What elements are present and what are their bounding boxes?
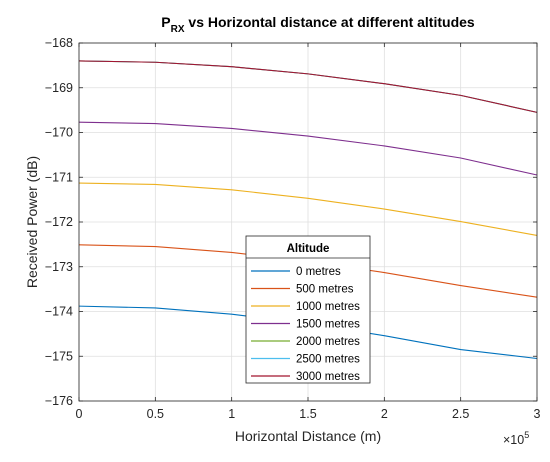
legend-label: 2500 metres	[296, 354, 360, 366]
title-subscript: RX	[171, 24, 185, 35]
legend-label: 0 metres	[296, 266, 341, 278]
series-line	[78, 182, 538, 236]
legend-label: 1000 metres	[296, 301, 360, 313]
title-rest: vs Horizontal distance at different alti…	[185, 14, 475, 30]
x-tick-label: 1.5	[299, 407, 316, 421]
y-axis-label: Received Power (dB)	[24, 156, 40, 288]
x-axis-label: Horizontal Distance (m)	[235, 428, 381, 444]
series-line	[78, 60, 538, 113]
x-exponent-base: ×10	[503, 433, 524, 447]
x-exponent-label: ×105	[503, 430, 529, 447]
y-tick-label: −171	[45, 170, 73, 184]
legend-label: 2000 metres	[296, 336, 360, 348]
series-line	[78, 121, 538, 176]
legend-title: Altitude	[287, 243, 330, 255]
x-tick-label: 2.5	[452, 407, 469, 421]
y-tick-label: −175	[45, 349, 73, 363]
axis-ticks: 0 0.5 1 1.5 2 2.5 3 −176 −175 −174 −173 −172 −171 −17…	[45, 36, 541, 421]
title-main: P	[161, 14, 170, 30]
x-tick-label: 1	[228, 407, 235, 421]
legend: Altitude 0 metres 500 metres 1000 metres 15…	[245, 235, 371, 384]
legend-label: 3000 metres	[296, 371, 360, 383]
x-exponent-power: 5	[524, 430, 529, 440]
x-tick-label: 3	[534, 407, 541, 421]
chart-title: PRX vs Horizontal distance at different …	[161, 14, 475, 35]
x-tick-label: 2	[381, 407, 388, 421]
y-tick-label: −176	[45, 394, 73, 408]
y-tick-label: −170	[45, 126, 73, 140]
y-tick-label: −169	[45, 81, 73, 95]
legend-items: 0 metres 500 metres 1000 metres 1500 metres…	[251, 266, 360, 383]
legend-label: 1500 metres	[296, 319, 360, 331]
legend-label: 500 metres	[296, 284, 354, 296]
y-tick-label: −173	[45, 260, 73, 274]
y-tick-label: −174	[45, 305, 73, 319]
x-tick-label: 0.5	[147, 407, 164, 421]
x-tick-label: 0	[76, 407, 83, 421]
y-tick-label: −172	[45, 215, 73, 229]
y-tick-label: −168	[45, 36, 73, 50]
